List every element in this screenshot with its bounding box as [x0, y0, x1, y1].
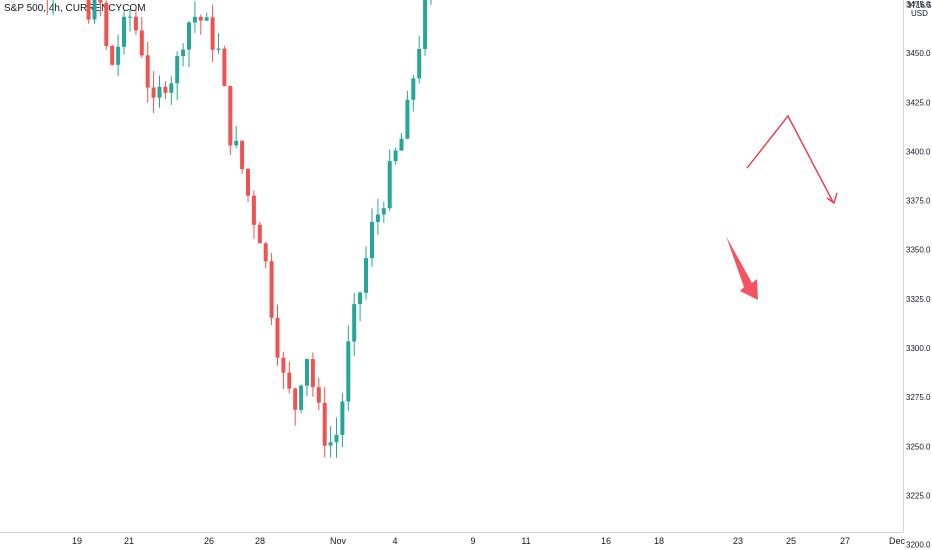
candle-body	[116, 46, 121, 65]
candle-body	[322, 402, 327, 446]
candle-body	[234, 140, 239, 146]
price-tick-label: 3350.0	[906, 246, 931, 255]
time-tick-label: 26	[204, 536, 214, 546]
candle-body	[393, 150, 398, 162]
candle-body	[204, 17, 209, 21]
candle-body	[263, 243, 268, 262]
candle-body	[92, 0, 97, 20]
price-tick-label: 3425.0	[906, 98, 931, 107]
candle-body	[181, 49, 186, 57]
candle-body	[387, 161, 392, 209]
price-tick-label: 3300.0	[906, 344, 931, 353]
candle-body	[139, 30, 144, 56]
candle-body	[228, 86, 233, 146]
candle-body	[340, 401, 345, 435]
candle-body	[370, 222, 374, 259]
candle-body	[145, 55, 150, 88]
price-tick-label: 3225.0	[906, 491, 931, 500]
candle-body	[251, 195, 256, 225]
candle-body	[175, 56, 180, 84]
candle-body	[334, 434, 339, 443]
candle-body	[346, 341, 351, 402]
price-tick-label: 3250.0	[906, 442, 931, 451]
candle-body	[281, 357, 286, 373]
candle-body	[192, 16, 197, 23]
candle-body	[104, 2, 109, 47]
candle-body	[163, 86, 168, 93]
time-tick-label: 4	[392, 536, 397, 546]
price-tick-label: 3200.0	[906, 541, 931, 550]
down-arrow-icon	[726, 236, 758, 300]
candle-body	[411, 78, 416, 100]
price-top-label: 3716.5	[907, 1, 932, 10]
candle-body	[405, 99, 410, 139]
price-tick-label: 3400.0	[906, 147, 931, 156]
candle-body	[128, 16, 132, 18]
candle-body	[210, 17, 215, 50]
candle-body	[110, 46, 115, 65]
candle-body	[157, 86, 162, 98]
candle-body	[287, 372, 292, 389]
candle-body	[275, 317, 280, 358]
candle-body	[316, 387, 321, 403]
candle-body	[417, 49, 422, 79]
candle-body	[198, 16, 203, 21]
candle-body	[122, 16, 126, 47]
candle-body	[399, 138, 404, 151]
candle-body	[98, 0, 103, 3]
chart-title: S&P 500, 4h, CURRENCYCOM	[4, 3, 146, 14]
candle-body	[381, 208, 386, 215]
candle-body	[169, 83, 174, 93]
price-tick-label: 3450.0	[906, 49, 931, 58]
candle-body	[246, 169, 250, 196]
candle-body	[216, 48, 221, 50]
candle-body	[310, 359, 315, 388]
candle-body	[269, 261, 274, 318]
projection-arrowhead-icon	[826, 192, 838, 205]
candle-body	[328, 442, 333, 446]
time-tick-label: 27	[840, 536, 850, 546]
time-tick-label: 11	[521, 536, 530, 546]
candle-body	[293, 388, 298, 410]
time-tick-label: 23	[733, 536, 743, 546]
candle-body	[375, 214, 380, 222]
candle-body	[257, 224, 262, 244]
candle-body	[222, 48, 227, 86]
candle-body	[240, 140, 245, 169]
candle-body	[133, 16, 138, 31]
price-tick-label: 3375.0	[906, 197, 931, 206]
time-tick-label: 9	[470, 536, 475, 546]
time-tick-label: 18	[654, 536, 664, 546]
price-unit-label: USD	[911, 9, 928, 18]
projection-zigzag-line	[746, 114, 834, 203]
time-tick-label: 25	[786, 536, 796, 546]
price-axis-panel	[903, 0, 932, 550]
candle-body	[299, 385, 304, 410]
price-tick-label: 3475.0	[906, 0, 931, 9]
price-tick-label: 3325.0	[906, 295, 931, 304]
candle-body	[86, 0, 91, 20]
candle-body	[364, 258, 368, 293]
candle-body	[358, 292, 363, 305]
candle-body	[352, 304, 357, 342]
time-tick-label: 19	[72, 536, 82, 546]
time-tick-label: 28	[255, 536, 265, 546]
price-tick-label: 3275.0	[906, 393, 931, 402]
candle-body	[187, 22, 191, 50]
candle-body	[305, 359, 309, 386]
time-tick-label: 21	[124, 536, 134, 546]
time-tick-label: 16	[601, 536, 611, 546]
time-tick-label: Nov	[330, 536, 347, 546]
time-tick-label: Dec	[889, 536, 906, 546]
candle-body	[423, 0, 428, 50]
candle-body	[151, 87, 156, 98]
